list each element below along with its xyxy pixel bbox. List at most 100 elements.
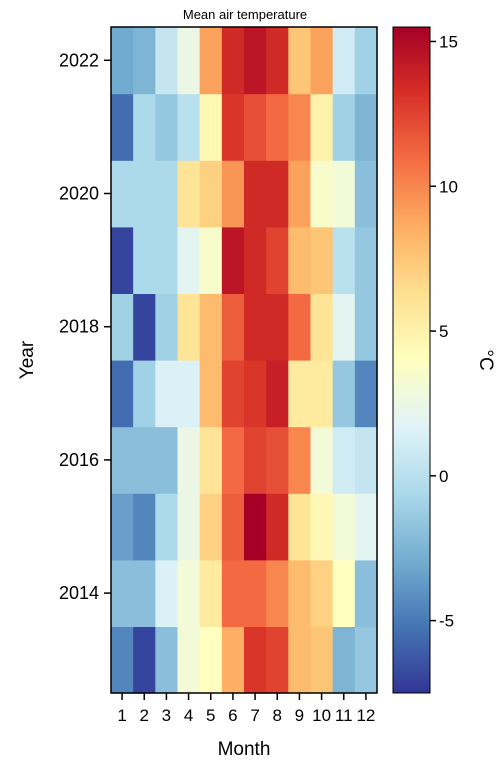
heatmap-cell	[332, 293, 356, 361]
heatmap-cell	[177, 160, 201, 228]
heatmap-cell	[133, 559, 156, 627]
heatmap-cell	[155, 226, 179, 294]
heatmap-cell	[199, 626, 223, 694]
heatmap-cell	[288, 360, 312, 428]
colorbar	[392, 26, 431, 694]
heatmap-cell	[332, 226, 356, 294]
heatmap-cell	[332, 27, 356, 95]
heatmap-cell	[177, 559, 201, 627]
y-tick-label: 2020	[59, 184, 99, 204]
heatmap-cell	[354, 493, 378, 561]
heatmap-cell	[199, 93, 223, 161]
heatmap-cell	[221, 493, 245, 561]
heatmap-cell	[221, 559, 245, 627]
heatmap-cell	[332, 559, 356, 627]
x-axis: 1 2 3 4 5 6 7 8 9 10 11 12	[117, 693, 375, 725]
heatmap-cell	[199, 360, 223, 428]
heatmap-cell	[354, 559, 378, 627]
heatmap-cell	[111, 426, 134, 494]
heatmap-cell	[111, 360, 134, 428]
x-tick-label: 8	[273, 706, 282, 725]
heatmap-cell	[354, 27, 378, 95]
heatmap-cell	[332, 493, 356, 561]
heatmap-cell	[177, 426, 201, 494]
heatmap-cell	[177, 93, 201, 161]
heatmap-cell	[155, 626, 179, 694]
heatmap-cell	[288, 559, 312, 627]
y-tick-label: 2018	[59, 317, 99, 337]
x-tick-label: 1	[117, 706, 126, 725]
heatmap-cell	[288, 426, 312, 494]
heatmap-cell	[288, 626, 312, 694]
x-tick-label: 5	[206, 706, 215, 725]
colorbar-tick-label: 15	[439, 32, 458, 51]
heatmap-cell	[221, 27, 245, 95]
chart-title: Mean air temperature	[183, 7, 307, 22]
heatmap-cell	[266, 293, 289, 361]
heatmap-cell	[288, 160, 312, 228]
heatmap-cell	[332, 93, 356, 161]
heatmap-cell	[354, 626, 378, 694]
x-tick-label: 11	[335, 706, 353, 725]
heatmap-cell	[310, 426, 334, 494]
heatmap-cell	[288, 27, 312, 95]
heatmap-cell	[155, 360, 179, 428]
heatmap-cell	[177, 27, 201, 95]
heatmap-cell	[244, 493, 267, 561]
x-tick-label: 6	[228, 706, 237, 725]
x-tick-label: 2	[140, 706, 149, 725]
colorbar-tick-label: 10	[439, 177, 458, 196]
heatmap-cell	[111, 160, 134, 228]
colorbar-ticks: -5 0 5 10 15	[430, 32, 458, 631]
heatmap-cell	[354, 360, 378, 428]
x-tick-label: 7	[250, 706, 259, 725]
heatmap-cell	[266, 493, 289, 561]
y-tick-label: 2022	[59, 50, 99, 70]
heatmap-cell	[310, 160, 334, 228]
heatmap-cell	[199, 293, 223, 361]
heatmap-cell	[155, 27, 179, 95]
heatmap-cell	[266, 360, 289, 428]
heatmap-cell	[199, 27, 223, 95]
heatmap-cell	[244, 626, 267, 694]
heatmap-cell	[199, 226, 223, 294]
heatmap-cell	[221, 426, 245, 494]
heatmap-cell	[354, 226, 378, 294]
heatmap-cell	[155, 293, 179, 361]
heatmap-cells	[111, 27, 378, 694]
heatmap-cell	[310, 626, 334, 694]
x-axis-label: Month	[218, 739, 271, 760]
x-tick-label: 9	[295, 706, 304, 725]
x-tick-label: 3	[162, 706, 171, 725]
heatmap-cell	[266, 93, 289, 161]
heatmap-cell	[266, 27, 289, 95]
heatmap-cell	[332, 426, 356, 494]
heatmap-cell	[133, 160, 156, 228]
heatmap-cell	[177, 360, 201, 428]
heatmap-cell	[133, 93, 156, 161]
heatmap-cell	[199, 559, 223, 627]
heatmap-cell	[244, 426, 267, 494]
colorbar-tick-label: -5	[439, 612, 454, 631]
heatmap-cell	[111, 93, 134, 161]
heatmap-cell	[288, 93, 312, 161]
heatmap-cell	[177, 626, 201, 694]
y-tick-label: 2016	[59, 450, 99, 470]
heatmap-cell	[244, 160, 267, 228]
heatmap-cell	[177, 226, 201, 294]
heatmap-cell	[266, 559, 289, 627]
heatmap-cell	[111, 493, 134, 561]
colorbar-label: °C	[475, 349, 496, 370]
heatmap-cell	[310, 493, 334, 561]
heatmap-cell	[133, 626, 156, 694]
heatmap-cell	[111, 293, 134, 361]
heatmap-cell	[244, 559, 267, 627]
heatmap-cell	[244, 93, 267, 161]
heatmap-cell	[221, 626, 245, 694]
heatmap-cell	[111, 226, 134, 294]
plot-frame	[110, 26, 378, 694]
heatmap-cell	[332, 626, 356, 694]
heatmap-cell	[310, 293, 334, 361]
heatmap-cell	[354, 293, 378, 361]
